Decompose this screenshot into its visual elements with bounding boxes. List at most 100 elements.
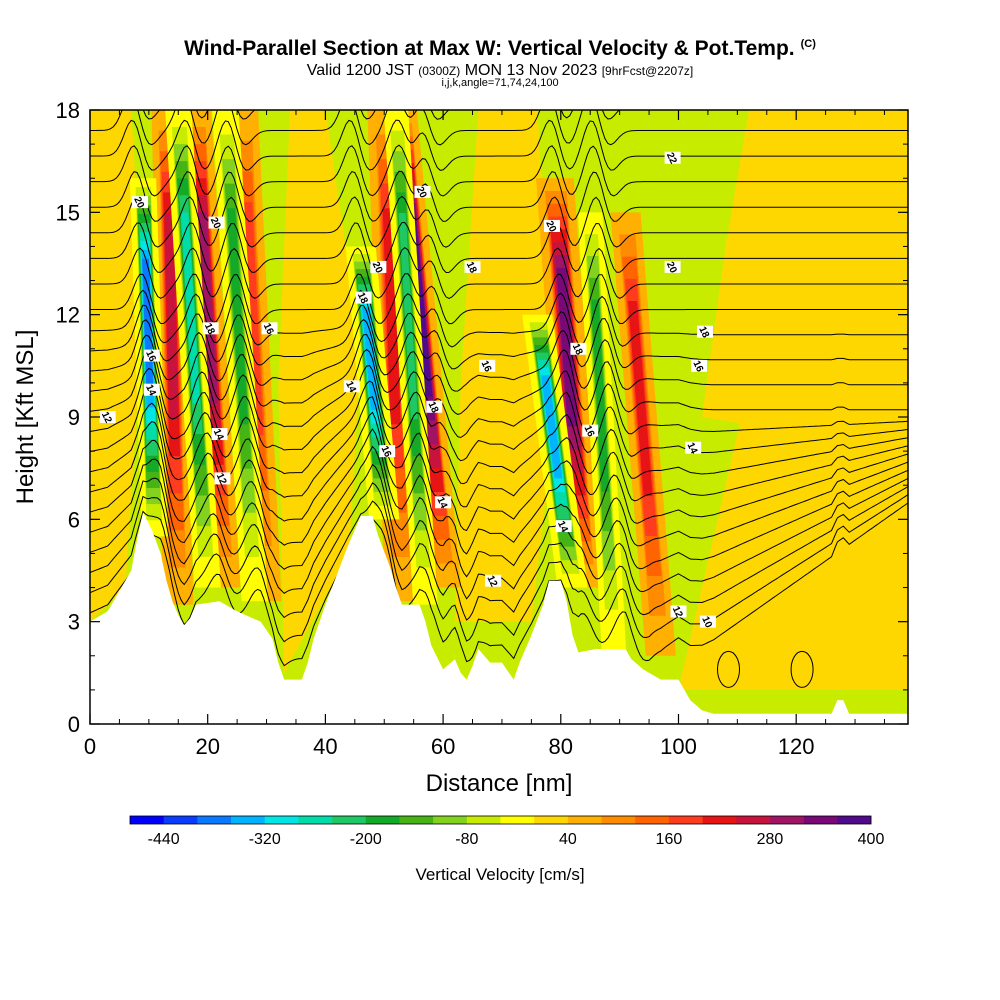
isentrope-label-bg [99,411,116,423]
weak-updraft-region-upper-east [702,110,908,452]
isentrope-label-bg [208,216,225,229]
colorbar-swatch [163,816,198,824]
isentrope-line [90,411,908,532]
y-tick-label: 12 [56,303,80,328]
isentrope-label-bg [435,496,452,509]
colorbar-swatch [803,816,838,824]
updraft-band-layer [556,267,578,427]
isentrope-label-bg [664,260,681,273]
isentrope-label: 12 [484,574,502,589]
colorbar-swatch [668,816,703,824]
isentrope-label-text: 12 [484,574,499,589]
isentrope-label-bg [696,325,713,338]
y-tick-label: 18 [56,98,80,123]
colorbar-tick-label: -320 [249,831,281,848]
isentrope-label-text: 14 [434,496,449,511]
isentrope-line [90,170,908,222]
y-axis-title: Height [Kft MSL] [12,330,39,505]
colorbar-swatch [197,816,232,824]
chart-meta: i,j,k,angle=71,74,24,100 [441,77,559,89]
isentrope-line [90,333,908,415]
isentrope-label: 12 [214,472,231,487]
isentrope-label-text: 16 [690,359,705,374]
colorbar-swatch [702,816,737,824]
isentrope-label: 12 [670,605,687,620]
isentrope-label-text: 12 [670,605,685,620]
isentrope-label-bg [202,322,219,335]
isentrope-line [90,289,908,348]
isentrope-label: 20 [543,219,560,234]
isentrope-label-bg [143,349,160,362]
isentrope-label: 18 [696,325,713,340]
isentrope-label: 14 [555,519,572,535]
isentrope-line [90,246,908,299]
isentrope-label: 14 [685,441,702,456]
isentrope-label-bg [479,359,496,372]
isentrope-label: 14 [143,383,160,398]
colorbar-tick-label: -440 [148,831,180,848]
subtitle-utc: (0300Z) [418,64,461,78]
isentrope-label-text: 20 [131,195,146,210]
isentrope-label-bg [699,615,716,628]
isentrope-label-text: 18 [202,322,217,337]
isentrope-label: 20 [370,260,387,275]
isentrope-labels: 20 20 16 18 16 14 12 14 12 20 18 14 16 20 18 16 18 14 12 20… [99,151,716,630]
subtitle-valid: Valid 1200 JST [306,62,414,79]
isentrope-label-bg [355,291,372,304]
isentrope-line [90,304,908,370]
terrain [90,512,908,724]
colorbar-tick-label: 280 [757,831,784,848]
isentrope-label-bg [414,185,431,198]
downdraft-band-layer [361,307,379,411]
y-tick-label: 6 [68,507,80,532]
colorbar-swatch [264,816,299,824]
isentrope-label-bg [261,322,278,335]
isentrope-label-bg [670,605,687,618]
x-axis-title: Distance [nm] [426,770,573,797]
isentrope-label: 16 [378,444,396,460]
updraft-band-7 [610,212,676,656]
colorbar-swatch [130,816,164,824]
isentrope-label: 20 [414,185,431,200]
updraft-band-layer [628,301,653,497]
y-tick-label: 0 [68,712,80,737]
isentrope-line [90,494,908,643]
y-tick-label: 9 [68,405,80,430]
y-tick-label: 15 [56,200,80,225]
isentrope-label: 20 [208,216,225,231]
isentrope-label-text: 20 [414,185,429,200]
isentrope-label-text: 14 [343,380,358,395]
weak-updraft-region-mid [454,110,555,622]
isentrope-line [90,502,908,667]
isentrope-label-text: 16 [261,322,276,337]
updraft-band-layer [382,208,401,425]
isentrope-label-bg [343,380,360,393]
colorbar-swatch [534,816,569,824]
plot-area [90,110,908,724]
isentrope-label-text: 14 [143,383,158,398]
isentrope-line [90,348,908,439]
x-tick-label: 0 [84,734,96,759]
isentrope-label: 14 [211,427,228,442]
colorbar-swatch [332,816,367,824]
copyright-mark: (C) [800,38,816,50]
isentrope-label-text: 20 [370,260,385,275]
x-tick-label: 120 [778,734,815,759]
isentrope-label-text: 14 [555,519,570,534]
downdraft-band-2 [165,110,221,588]
isentrope-label: 16 [261,322,278,337]
isentropes [90,110,908,688]
colorbar-swatch [837,816,872,824]
isentrope-label-text: 18 [464,260,479,275]
isentrope-line [90,110,908,146]
chart-subtitle: Valid 1200 JST (0300Z) MON 13 Nov 2023 [… [0,62,1000,80]
title-text: Wind-Parallel Section at Max W: Vertical… [184,37,795,60]
isentrope-label: 18 [426,400,443,415]
colorbar-swatch [635,816,670,824]
isentrope-line [90,144,908,197]
isentrope-label-text: 18 [696,325,711,340]
isentrope-line [90,380,908,485]
isentrope-line [90,221,908,274]
axes: 0 20 40 60 80 100 120 0 3 6 9 12 15 18 [56,98,908,759]
isentrope-label-text: 12 [214,472,229,487]
